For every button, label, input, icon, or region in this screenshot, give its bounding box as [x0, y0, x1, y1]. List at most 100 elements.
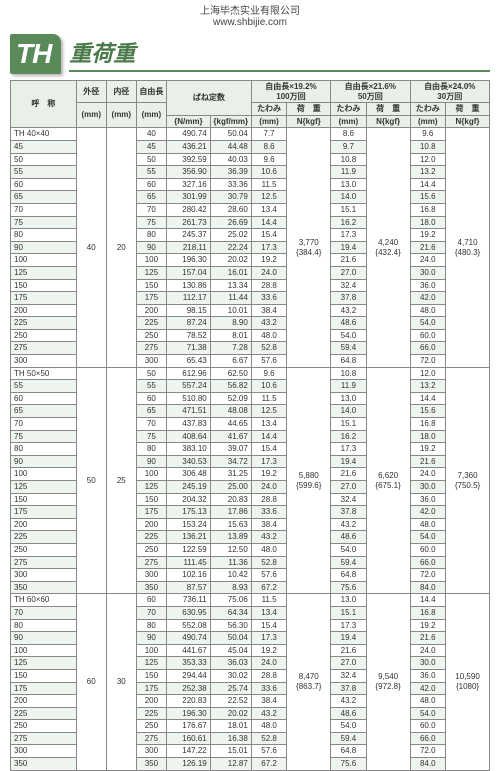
cell-d1: 38.4	[251, 304, 287, 317]
cell-name: 90	[11, 455, 77, 468]
cell-d3: 84.0	[410, 758, 446, 771]
cell-name: 250	[11, 329, 77, 342]
cell-sc1: 65.43	[166, 355, 210, 368]
cell-d2: 21.6	[331, 644, 367, 657]
cell-d2: 48.6	[331, 531, 367, 544]
cell-sc2: 12.87	[210, 758, 251, 771]
cell-d3: 13.2	[410, 166, 446, 179]
cell-d3: 16.8	[410, 203, 446, 216]
cell-name: 225	[11, 707, 77, 720]
cell-d1: 24.0	[251, 266, 287, 279]
cell-d3: 21.6	[410, 241, 446, 254]
cell-d1: 10.6	[251, 166, 287, 179]
cell-d3: 30.0	[410, 266, 446, 279]
table-row: TH 50×50502550612.9662.509.65,880{599.6}…	[11, 367, 490, 380]
cell-d3: 19.2	[410, 229, 446, 242]
cell-len: 250	[136, 543, 166, 556]
col-spring: ばね定数	[166, 81, 251, 116]
cell-sc1: 160.61	[166, 732, 210, 745]
cell-name: 70	[11, 606, 77, 619]
cell-name: 250	[11, 720, 77, 733]
cell-name: 275	[11, 342, 77, 355]
cell-len: 150	[136, 493, 166, 506]
cell-od: 60	[76, 594, 106, 770]
cell-sc1: 490.74	[166, 632, 210, 645]
cell-d3: 42.0	[410, 682, 446, 695]
cell-d3: 60.0	[410, 329, 446, 342]
cell-name: 300	[11, 745, 77, 758]
cell-sc1: 196.30	[166, 254, 210, 267]
cell-sc1: 176.67	[166, 720, 210, 733]
cell-d1: 24.0	[251, 657, 287, 670]
cell-d2: 19.4	[331, 241, 367, 254]
cell-d1: 48.0	[251, 543, 287, 556]
col-d2: たわみ	[331, 103, 367, 116]
cell-d2: 13.0	[331, 392, 367, 405]
cell-d2: 15.1	[331, 606, 367, 619]
cell-d3: 48.0	[410, 304, 446, 317]
cell-name: 275	[11, 556, 77, 569]
cell-od: 40	[76, 128, 106, 367]
cell-d3: 72.0	[410, 355, 446, 368]
cell-len: 300	[136, 355, 166, 368]
cell-d1: 15.4	[251, 229, 287, 242]
cell-d2: 16.2	[331, 216, 367, 229]
cell-sc2: 40.03	[210, 153, 251, 166]
table-row: TH 40×40402040490.7450.047.73,770{384.4}…	[11, 128, 490, 141]
cell-d3: 36.0	[410, 279, 446, 292]
cell-sc2: 45.04	[210, 644, 251, 657]
cell-d2: 32.4	[331, 279, 367, 292]
cell-d2: 17.3	[331, 229, 367, 242]
cell-d3: 16.8	[410, 606, 446, 619]
cell-name: 150	[11, 279, 77, 292]
cell-name: 300	[11, 569, 77, 582]
col-id-u: (mm)	[106, 103, 136, 128]
cell-len: 60	[136, 392, 166, 405]
cell-name: 100	[11, 468, 77, 481]
cell-name: 60	[11, 392, 77, 405]
cell-d2: 54.0	[331, 720, 367, 733]
cell-d3: 60.0	[410, 720, 446, 733]
cell-sc2: 48.08	[210, 405, 251, 418]
cell-sc2: 44.65	[210, 418, 251, 431]
cell-sc1: 78.52	[166, 329, 210, 342]
col-d1-u: (mm)	[251, 115, 287, 128]
cell-d2: 17.3	[331, 619, 367, 632]
cell-l2: 6,620{675.1}	[366, 367, 410, 594]
col-l3: 荷 重	[446, 103, 490, 116]
cell-d1: 43.2	[251, 317, 287, 330]
cell-d1: 13.4	[251, 203, 287, 216]
cell-d1: 57.6	[251, 569, 287, 582]
cell-d2: 21.6	[331, 254, 367, 267]
cell-len: 70	[136, 203, 166, 216]
cell-sc1: 510.80	[166, 392, 210, 405]
cell-len: 60	[136, 594, 166, 607]
cell-len: 70	[136, 418, 166, 431]
cell-sc2: 25.00	[210, 481, 251, 494]
cell-len: 50	[136, 367, 166, 380]
cell-name: 225	[11, 531, 77, 544]
table-body: TH 40×40402040490.7450.047.73,770{384.4}…	[11, 128, 490, 770]
cell-name: 80	[11, 619, 77, 632]
cell-d3: 60.0	[410, 543, 446, 556]
cell-sc2: 7.28	[210, 342, 251, 355]
col-g1: 自由長×19.2%100万回	[251, 81, 330, 103]
cell-l1: 5,880{599.6}	[287, 367, 331, 594]
cell-sc2: 75.06	[210, 594, 251, 607]
cell-name: 75	[11, 216, 77, 229]
cell-sc2: 44.48	[210, 140, 251, 153]
cell-d2: 8.6	[331, 128, 367, 141]
cell-name: 65	[11, 405, 77, 418]
cell-d3: 15.6	[410, 405, 446, 418]
table-header: 呼 称 外径 内径 自由長 ばね定数 自由長×19.2%100万回 自由長×21…	[11, 81, 490, 128]
cell-d3: 12.0	[410, 367, 446, 380]
cell-len: 125	[136, 266, 166, 279]
cell-d1: 38.4	[251, 518, 287, 531]
cell-d2: 13.0	[331, 178, 367, 191]
cell-d3: 84.0	[410, 581, 446, 594]
cell-sc1: 301.99	[166, 191, 210, 204]
cell-d3: 18.0	[410, 430, 446, 443]
cell-sc2: 39.07	[210, 443, 251, 456]
cell-d1: 43.2	[251, 531, 287, 544]
cell-sc1: 392.59	[166, 153, 210, 166]
